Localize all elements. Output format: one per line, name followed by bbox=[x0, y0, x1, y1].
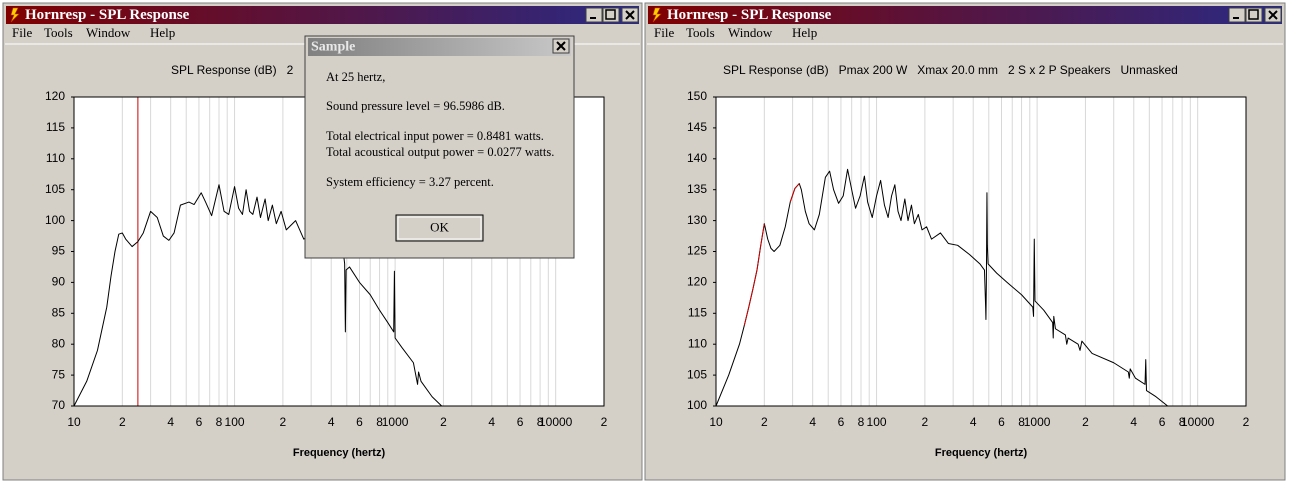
dialog-text: Sound pressure level = 96.5986 dB. bbox=[326, 99, 505, 113]
y-tick-label: 115 bbox=[46, 120, 65, 134]
y-tick-label: 85 bbox=[52, 305, 66, 319]
menu-item[interactable]: File bbox=[12, 25, 32, 40]
x-tick-label: 8 bbox=[376, 415, 383, 429]
x-tick-label: 2 bbox=[119, 415, 126, 429]
title-bar bbox=[6, 6, 639, 24]
y-tick-label: 130 bbox=[687, 213, 707, 227]
x-tick-label: 4 bbox=[1130, 415, 1137, 429]
x-tick-label: 4 bbox=[167, 415, 174, 429]
icon bbox=[625, 10, 635, 20]
y-tick-label: 100 bbox=[687, 398, 707, 412]
dialog-text: Total acoustical output power = 0.0277 w… bbox=[326, 145, 554, 159]
menu-item[interactable]: Help bbox=[150, 25, 175, 40]
x-tick-label: 8 bbox=[1018, 415, 1025, 429]
x-tick-label: 2 bbox=[761, 415, 768, 429]
window-title: Hornresp - SPL Response bbox=[25, 7, 190, 23]
dialog-title-bar bbox=[308, 38, 571, 56]
window-title: Hornresp - SPL Response bbox=[667, 7, 832, 23]
title-button[interactable] bbox=[1228, 7, 1246, 23]
plot-frame bbox=[715, 96, 1247, 407]
x-tick-label: 2 bbox=[280, 415, 287, 429]
plot-area bbox=[716, 97, 1246, 406]
menu-item[interactable]: Tools bbox=[44, 25, 73, 40]
dialog-text: At 25 hertz, bbox=[326, 70, 385, 84]
menu-item[interactable]: Help bbox=[792, 25, 817, 40]
x-tick-label: 6 bbox=[356, 415, 363, 429]
x-tick-label: 4 bbox=[970, 415, 977, 429]
title-bar bbox=[648, 6, 1282, 24]
y-tick-label: 115 bbox=[688, 305, 707, 319]
y-tick-label: 140 bbox=[687, 151, 707, 165]
y-tick-label: 145 bbox=[687, 120, 707, 134]
x-tick-label: 2 bbox=[922, 415, 929, 429]
x-tick-label: 100 bbox=[225, 415, 245, 429]
y-tick-label: 100 bbox=[45, 213, 65, 227]
icon bbox=[605, 9, 616, 20]
x-tick-label: 10000 bbox=[539, 415, 573, 429]
spl-curve bbox=[73, 184, 443, 407]
spl-curve bbox=[743, 223, 765, 326]
menu-item[interactable]: Tools bbox=[686, 25, 715, 40]
x-tick-label: 8 bbox=[858, 415, 865, 429]
chart-title: SPL Response (dB) Pmax 200 W Xmax 20.0 m… bbox=[723, 63, 1178, 77]
x-tick-label: 1000 bbox=[382, 415, 409, 429]
y-tick-label: 120 bbox=[45, 89, 65, 103]
x-tick-label: 10 bbox=[709, 415, 723, 429]
y-tick-label: 75 bbox=[52, 367, 66, 381]
menu-item[interactable]: Window bbox=[728, 25, 773, 40]
y-tick-label: 70 bbox=[52, 398, 66, 412]
spl-curve bbox=[789, 183, 800, 203]
y-tick-label: 95 bbox=[52, 244, 66, 258]
menu-item[interactable]: Window bbox=[86, 25, 131, 40]
x-tick-label: 2 bbox=[440, 415, 447, 429]
chart-title: SPL Response (dB) 2 bbox=[171, 63, 294, 77]
title-button[interactable] bbox=[585, 7, 603, 23]
icon bbox=[556, 41, 566, 51]
x-tick-label: 10 bbox=[67, 415, 81, 429]
y-tick-label: 105 bbox=[45, 182, 65, 196]
x-tick-label: 6 bbox=[196, 415, 203, 429]
y-tick-label: 135 bbox=[687, 182, 707, 196]
y-tick-label: 90 bbox=[52, 275, 66, 289]
y-tick-label: 150 bbox=[687, 89, 707, 103]
y-tick-label: 120 bbox=[687, 275, 707, 289]
app-icon bbox=[10, 7, 20, 23]
x-axis-label: Frequency (hertz) bbox=[293, 447, 386, 459]
icon bbox=[1268, 10, 1278, 20]
x-tick-label: 4 bbox=[809, 415, 816, 429]
x-tick-label: 4 bbox=[488, 415, 495, 429]
dialog-text: System efficiency = 3.27 percent. bbox=[326, 175, 494, 189]
x-tick-label: 1000 bbox=[1024, 415, 1051, 429]
x-tick-label: 10000 bbox=[1181, 415, 1215, 429]
x-tick-label: 4 bbox=[328, 415, 335, 429]
y-tick-label: 125 bbox=[687, 244, 707, 258]
x-tick-label: 6 bbox=[838, 415, 845, 429]
x-tick-label: 8 bbox=[1179, 415, 1186, 429]
ok-button[interactable] bbox=[395, 214, 484, 242]
dialog-title: Sample bbox=[311, 40, 355, 55]
x-tick-label: 2 bbox=[1082, 415, 1089, 429]
app-icon bbox=[652, 7, 662, 23]
x-tick-label: 2 bbox=[601, 415, 608, 429]
x-tick-label: 8 bbox=[216, 415, 223, 429]
x-tick-label: 6 bbox=[998, 415, 1005, 429]
y-tick-label: 110 bbox=[46, 151, 65, 165]
x-axis-label: Frequency (hertz) bbox=[935, 447, 1028, 459]
x-tick-label: 6 bbox=[517, 415, 524, 429]
y-tick-label: 110 bbox=[688, 336, 707, 350]
y-tick-label: 105 bbox=[687, 367, 707, 381]
x-tick-label: 6 bbox=[1159, 415, 1166, 429]
ok-button-focus bbox=[397, 216, 482, 240]
x-tick-label: 2 bbox=[1243, 415, 1250, 429]
x-tick-label: 8 bbox=[537, 415, 544, 429]
dialog-text: Total electrical input power = 0.8481 wa… bbox=[326, 129, 544, 143]
x-tick-label: 100 bbox=[867, 415, 887, 429]
menu-item[interactable]: File bbox=[654, 25, 674, 40]
ok-button-label[interactable]: OK bbox=[430, 219, 449, 234]
icon bbox=[1248, 9, 1259, 20]
y-tick-label: 80 bbox=[52, 336, 66, 350]
